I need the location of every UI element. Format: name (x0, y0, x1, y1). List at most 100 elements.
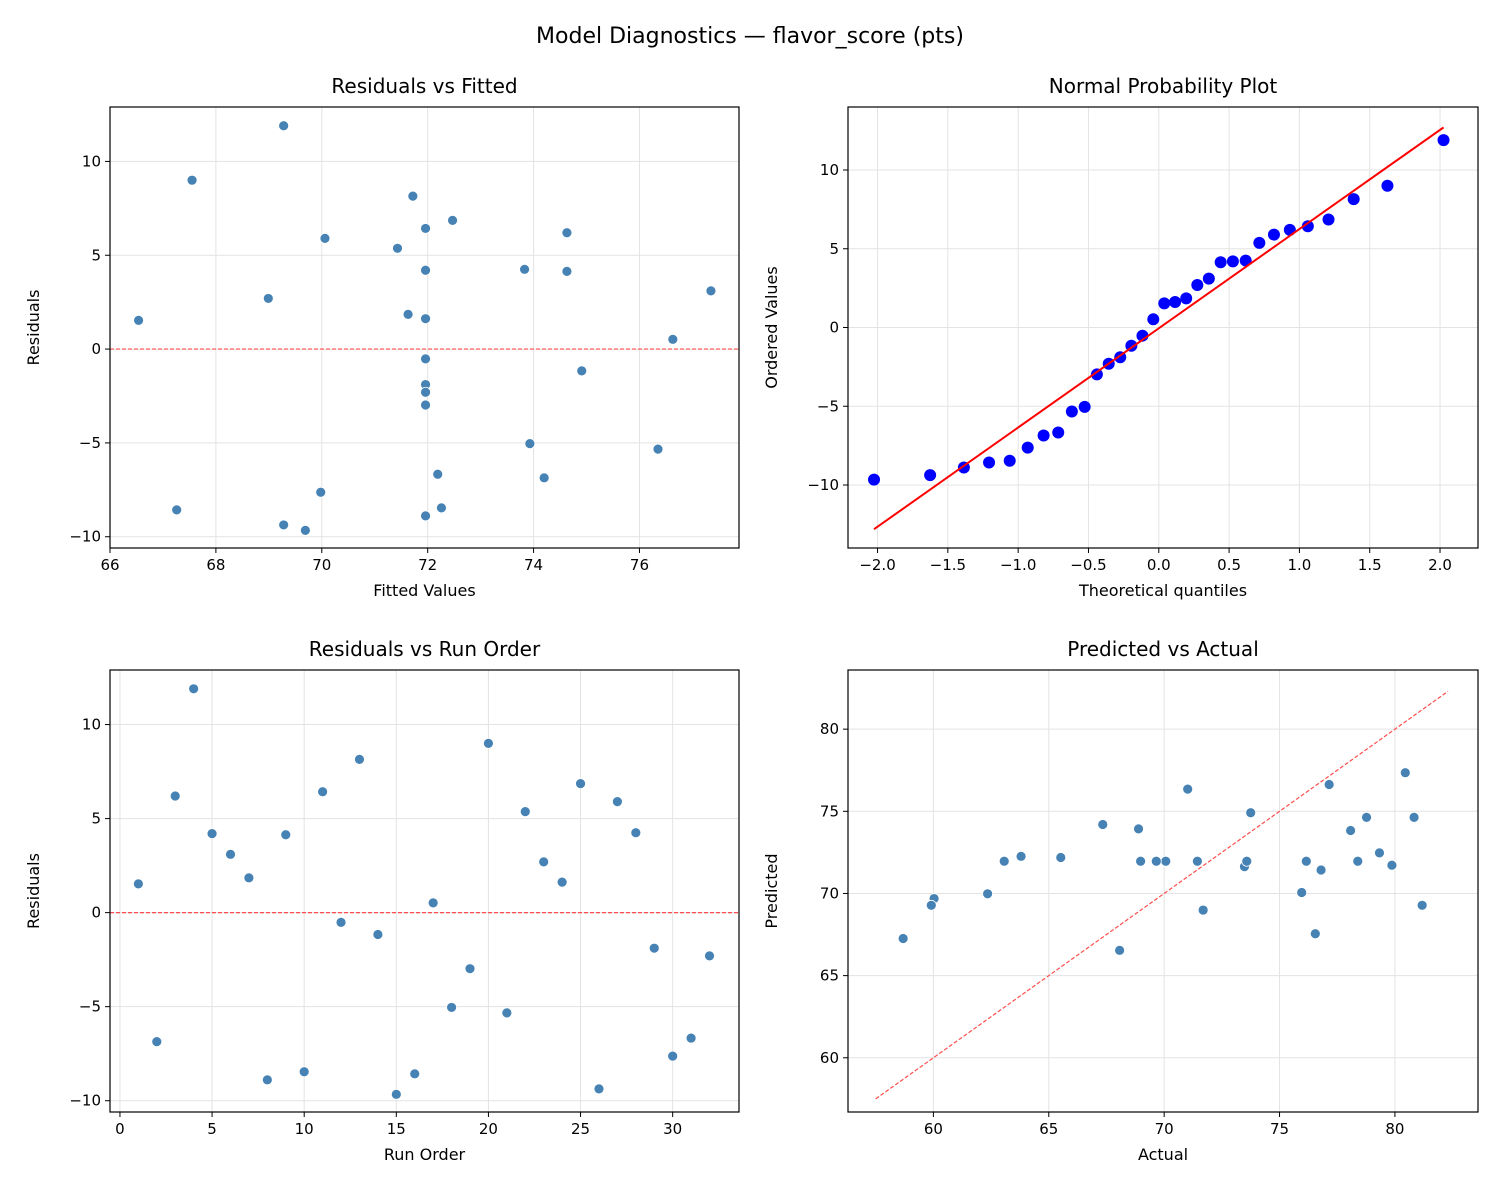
data-point (519, 806, 531, 818)
data-point (1361, 811, 1372, 823)
data-point (561, 265, 573, 277)
data-point (188, 683, 200, 695)
x-axis-label: Fitted Values (373, 581, 475, 600)
data-point (1323, 779, 1335, 790)
data-point (998, 855, 1010, 867)
data-point (1315, 864, 1327, 876)
data-point (354, 753, 365, 765)
data-point (1253, 236, 1266, 249)
x-axis-label: Theoretical quantiles (1078, 581, 1247, 600)
x-tick-label: −0.5 (1070, 556, 1106, 574)
x-tick-label: 75 (1270, 1120, 1289, 1138)
y-tick-label: −5 (79, 998, 101, 1016)
data-point (1182, 783, 1194, 795)
data-point (1037, 429, 1050, 442)
data-point (538, 856, 550, 868)
x-tick-label: 0.0 (1147, 556, 1171, 574)
data-point (1052, 426, 1065, 439)
data-point (299, 524, 311, 536)
y-tick-label: 65 (820, 967, 839, 985)
data-point (1437, 134, 1450, 147)
data-point (1065, 405, 1078, 418)
data-point (436, 502, 447, 514)
data-point (315, 486, 327, 498)
residuals-vs-run-order-plot: 0 5 10 15 20 25 30 −10 −5 0 5 10 Residuals vs Run Or… (24, 637, 740, 1164)
y-tick-label: 0 (91, 904, 101, 922)
data-point (420, 510, 431, 522)
data-point (206, 828, 218, 840)
x-tick-label: 0.5 (1217, 556, 1241, 574)
data-point (420, 223, 431, 234)
data-point (278, 519, 290, 531)
data-point (1133, 823, 1144, 835)
x-tick-label: 2.0 (1428, 556, 1452, 574)
x-tick-label: 76 (630, 556, 649, 574)
x-tick-label: 60 (924, 1120, 943, 1138)
data-point (1180, 292, 1193, 305)
x-tick-label: 1.5 (1358, 556, 1382, 574)
data-point (1160, 855, 1172, 867)
plot-area (110, 107, 739, 548)
data-point (501, 1007, 513, 1019)
data-point (1078, 400, 1091, 413)
data-point (1416, 899, 1428, 911)
axes-frame (847, 106, 1479, 549)
data-point (1055, 852, 1067, 863)
data-point (576, 365, 588, 377)
data-point (261, 1074, 273, 1086)
data-point (133, 314, 144, 326)
data-point (538, 472, 550, 484)
data-point (169, 790, 181, 802)
x-tick-label: 65 (1039, 1120, 1058, 1138)
data-point (704, 950, 715, 962)
data-point (335, 917, 347, 928)
data-point (420, 264, 431, 276)
x-tick-label: 1.0 (1287, 556, 1311, 574)
plot-area (110, 670, 739, 1112)
data-point (132, 878, 144, 890)
fit-line (873, 126, 1445, 531)
data-point (1386, 859, 1398, 871)
y-tick-label: 5 (91, 246, 101, 264)
x-tick-label: 68 (206, 556, 225, 574)
data-point (685, 1032, 697, 1044)
x-tick-label: 10 (295, 1120, 314, 1138)
plot-area (848, 670, 1478, 1112)
y-axis-label: Ordered Values (762, 266, 781, 388)
identity-line (875, 690, 1449, 1100)
y-tick-label: −10 (807, 476, 839, 494)
data-point (1239, 254, 1252, 267)
data-point (667, 1050, 679, 1062)
x-tick-label: 72 (418, 556, 437, 574)
y-tick-label: 10 (82, 152, 101, 170)
y-tick-label: 75 (820, 802, 839, 820)
x-tick-label: 70 (1155, 1120, 1174, 1138)
data-point (1352, 855, 1364, 867)
data-point (447, 214, 458, 226)
data-point (402, 308, 414, 320)
data-point (427, 897, 439, 909)
data-point (1169, 295, 1182, 308)
data-point (524, 438, 536, 450)
y-tick-label: 10 (82, 716, 101, 734)
data-point (464, 963, 476, 975)
data-point (243, 872, 255, 884)
y-tick-label: 10 (820, 161, 839, 179)
figure-suptitle: Model Diagnostics — flavor_score (pts) (536, 24, 964, 49)
data-point (1150, 855, 1162, 867)
y-tick-label: 80 (820, 720, 839, 738)
subplot-title: Residuals vs Fitted (331, 74, 517, 98)
y-tick-label: −10 (69, 528, 101, 546)
data-point (1158, 297, 1171, 310)
data-point (432, 468, 444, 480)
data-point (278, 120, 290, 132)
data-point (280, 829, 292, 841)
y-tick-label: 0 (91, 340, 101, 358)
axes-frame (109, 669, 740, 1113)
y-tick-label: −10 (69, 1092, 101, 1110)
data-point (262, 293, 274, 304)
y-tick-label: 70 (820, 884, 839, 902)
y-tick-label: 60 (820, 1049, 839, 1067)
data-point (1408, 811, 1420, 823)
data-point (1309, 928, 1321, 940)
